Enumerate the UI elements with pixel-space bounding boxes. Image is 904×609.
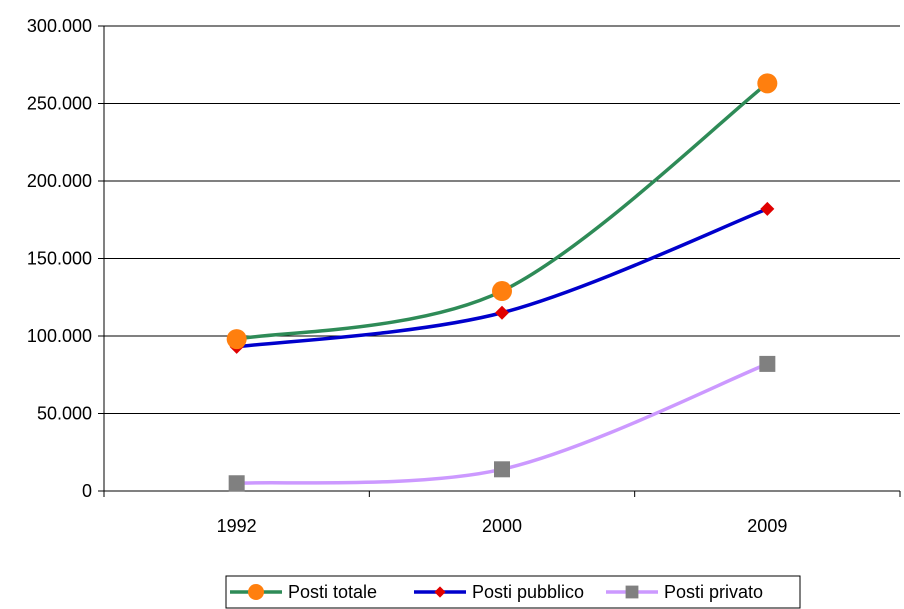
series-line-posti-pubblico xyxy=(236,207,768,349)
legend-box xyxy=(225,575,801,609)
y-tick-label: 0 xyxy=(82,481,92,501)
x-tick-label: 1992 xyxy=(217,516,257,536)
series-group xyxy=(226,73,778,492)
data-point-posti-totale xyxy=(226,329,247,350)
legend-marker-posti-pubblico xyxy=(434,586,446,598)
legend-label-posti-totale: Posti totale xyxy=(288,582,377,602)
legend-marker-posti-totale xyxy=(248,584,264,600)
legend-label-posti-pubblico: Posti pubblico xyxy=(472,582,584,602)
data-point-posti-totale xyxy=(757,73,778,94)
y-tick-label: 100.000 xyxy=(27,326,92,346)
data-point-posti-pubblico xyxy=(495,305,509,320)
y-tick-label: 300.000 xyxy=(27,16,92,36)
data-point-posti-pubblico xyxy=(760,201,775,216)
legend-label-posti-privato: Posti privato xyxy=(664,582,763,602)
y-tick-label: 200.000 xyxy=(27,171,92,191)
y-tick-label: 150.000 xyxy=(27,249,92,269)
legend: Posti totale Posti pubblico Posti privato xyxy=(225,575,801,609)
data-point-posti-privato xyxy=(759,355,776,372)
x-tick-label: 2000 xyxy=(482,516,522,536)
y-tick-label: 50.000 xyxy=(37,404,92,424)
data-point-posti-totale xyxy=(492,281,512,302)
y-tick-label: 250.000 xyxy=(27,94,92,114)
x-axis-ticks: 1992 2000 2009 xyxy=(103,491,901,536)
y-axis-ticks: 0 50.000 100.000 150.000 200.000 250.000 300.0… xyxy=(27,16,104,501)
legend-marker-posti-privato xyxy=(625,585,639,599)
x-tick-label: 2009 xyxy=(747,516,787,536)
data-point-posti-privato xyxy=(228,475,245,492)
grid-lines xyxy=(104,25,900,414)
data-point-posti-privato xyxy=(494,461,510,478)
